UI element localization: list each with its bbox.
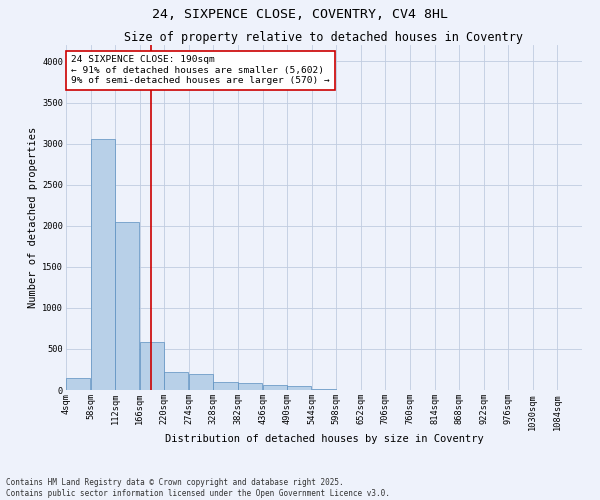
Bar [312, 389, 336, 390]
Text: 24, SIXPENCE CLOSE, COVENTRY, CV4 8HL: 24, SIXPENCE CLOSE, COVENTRY, CV4 8HL [152, 8, 448, 20]
Text: Contains HM Land Registry data © Crown copyright and database right 2025.
Contai: Contains HM Land Registry data © Crown c… [6, 478, 390, 498]
Bar [164, 372, 188, 390]
Bar [91, 140, 115, 390]
Bar [189, 374, 213, 390]
Bar [238, 384, 262, 390]
Y-axis label: Number of detached properties: Number of detached properties [28, 127, 38, 308]
Title: Size of property relative to detached houses in Coventry: Size of property relative to detached ho… [125, 31, 523, 44]
Bar [66, 378, 90, 390]
Bar [140, 342, 164, 390]
X-axis label: Distribution of detached houses by size in Coventry: Distribution of detached houses by size … [164, 434, 484, 444]
Bar [287, 386, 311, 390]
Text: 24 SIXPENCE CLOSE: 190sqm
← 91% of detached houses are smaller (5,602)
9% of sem: 24 SIXPENCE CLOSE: 190sqm ← 91% of detac… [71, 56, 330, 85]
Bar [263, 385, 287, 390]
Bar [115, 222, 139, 390]
Bar [214, 382, 238, 390]
